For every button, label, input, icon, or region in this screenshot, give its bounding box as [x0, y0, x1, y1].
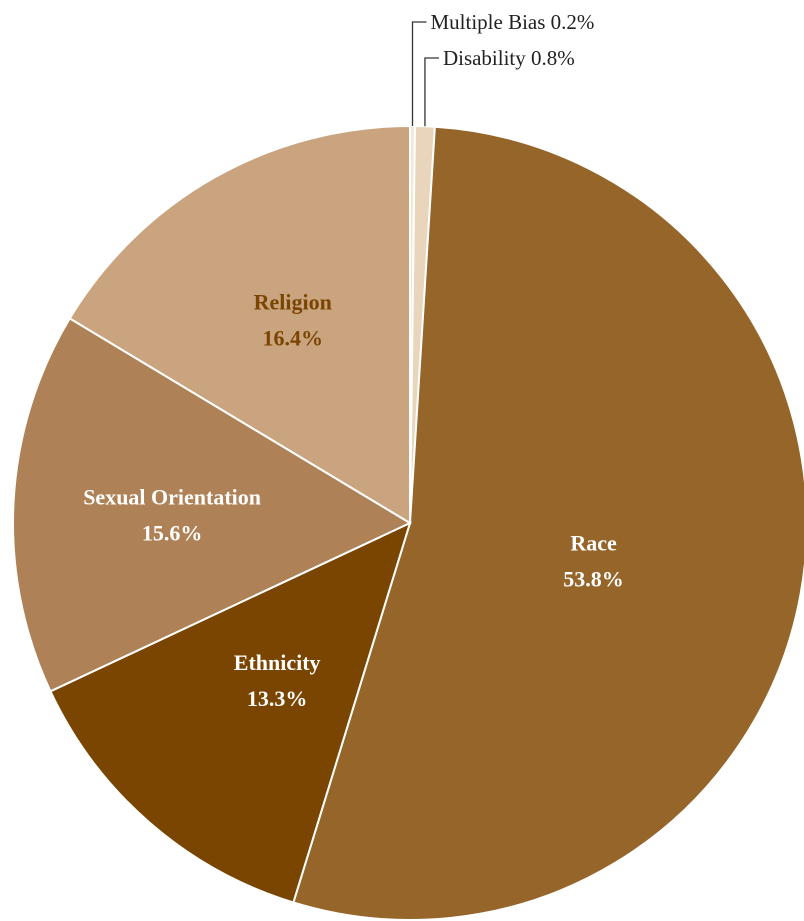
pie-slices — [12, 124, 804, 921]
slice-value-sexual-orientation: 15.6% — [142, 521, 203, 546]
pie-slice-religion — [68, 124, 411, 525]
slice-value-religion: 16.4% — [262, 326, 323, 351]
slice-label-ethnicity: Ethnicity — [234, 650, 321, 675]
callout-label-disability: Disability 0.8% — [443, 46, 575, 70]
pie-slice-ethnicity — [49, 521, 412, 904]
slice-value-ethnicity: 13.3% — [247, 686, 308, 711]
pie-callouts: Multiple Bias 0.2% Disability 0.8% — [411, 10, 594, 127]
leader-line-disability — [424, 57, 439, 127]
pie-slice-sexual-orientation — [12, 317, 413, 693]
slice-label-sexual-orientation: Sexual Orientation — [83, 485, 261, 510]
leader-line-multiple-bias — [411, 21, 427, 127]
pie-labels: Race 53.8% Ethnicity 13.3% Sexual Orientatio… — [83, 290, 624, 711]
slice-value-race: 53.8% — [563, 566, 624, 591]
slice-label-religion: Religion — [254, 290, 332, 315]
callout-label-multiple-bias: Multiple Bias 0.2% — [430, 10, 594, 34]
slice-label-race: Race — [570, 530, 617, 555]
pie-slice-race — [292, 125, 804, 921]
